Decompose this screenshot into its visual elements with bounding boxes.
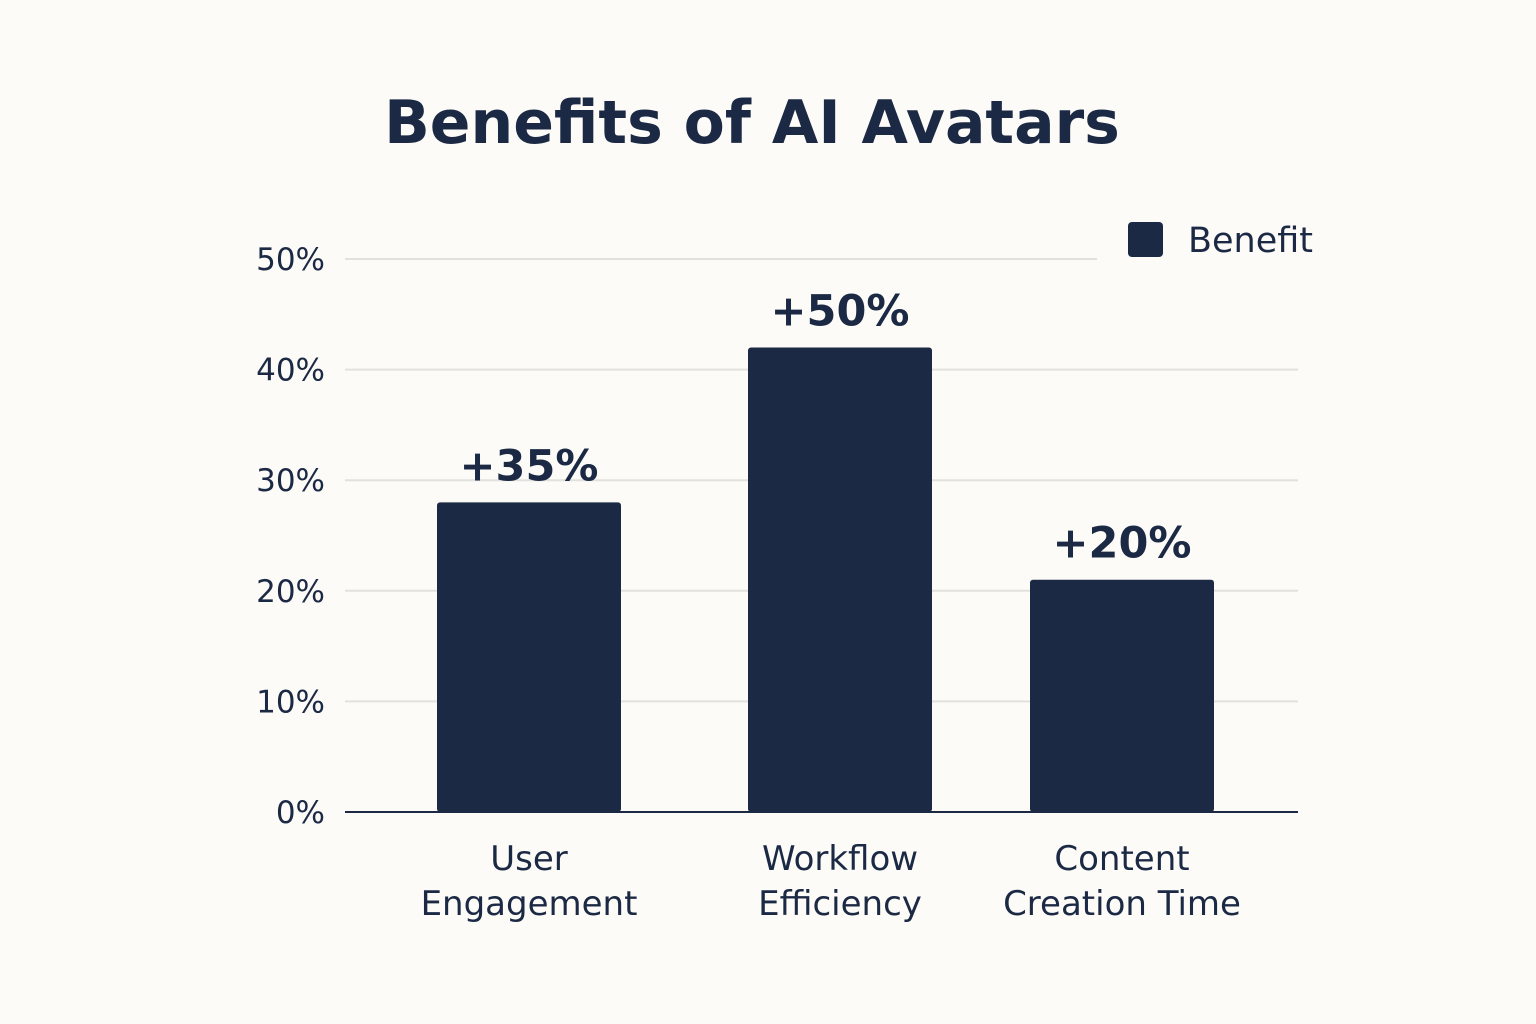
- y-tick-label: 10%: [256, 684, 325, 720]
- legend-swatch: [1128, 222, 1163, 257]
- data-label: +35%: [460, 441, 599, 491]
- x-tick-label: Creation Time: [1003, 884, 1241, 924]
- x-tick-label: Engagement: [421, 884, 638, 924]
- data-label: +20%: [1053, 519, 1192, 569]
- x-tick-label: Workflow: [762, 839, 918, 879]
- bar: [1030, 579, 1214, 812]
- bar: [437, 502, 621, 812]
- legend-label: Benefit: [1188, 221, 1313, 261]
- x-tick-label: Efficiency: [758, 884, 922, 924]
- x-tick-label: Content: [1054, 839, 1189, 879]
- x-tick-label: User: [490, 839, 568, 879]
- y-tick-label: 40%: [256, 353, 325, 389]
- y-tick-label: 20%: [256, 574, 325, 610]
- y-tick-label: 50%: [256, 242, 325, 278]
- y-tick-label: 0%: [276, 795, 325, 831]
- data-label: +50%: [771, 286, 910, 336]
- chart-title: Benefits of AI Avatars: [384, 88, 1120, 158]
- y-tick-label: 30%: [256, 463, 325, 499]
- bar: [748, 347, 932, 812]
